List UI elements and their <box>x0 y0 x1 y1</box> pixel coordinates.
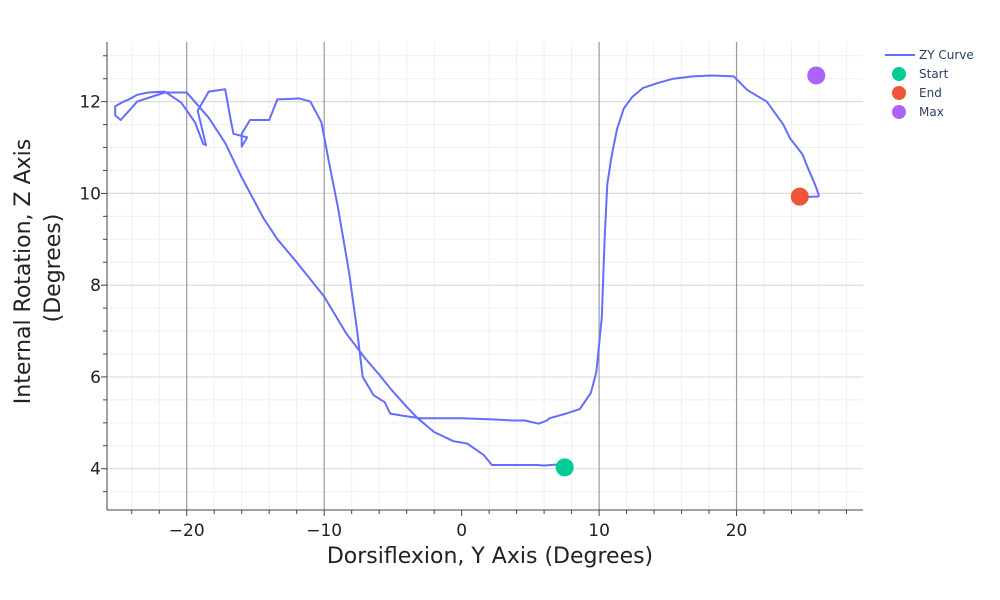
legend-start-swatch <box>892 67 906 81</box>
tick-labels: −20 −10 0 10 20 4 6 8 10 12 <box>79 93 747 541</box>
legend-label-zy-curve: ZY Curve <box>919 48 974 62</box>
legend-label-max: Max <box>919 105 944 119</box>
legend-end-swatch <box>892 86 906 100</box>
legend-max-swatch <box>892 105 906 119</box>
y-tick-label: 4 <box>90 460 101 480</box>
legend-label-start: Start <box>919 67 949 81</box>
plot-area <box>114 66 826 477</box>
x-tick-label: −10 <box>306 521 342 541</box>
x-tick-label: 20 <box>726 521 748 541</box>
legend: ZY Curve Start End Max <box>885 48 974 119</box>
x-tick-label: −20 <box>169 521 205 541</box>
legend-item-max[interactable]: Max <box>892 105 944 119</box>
y-axis-title-line-2: (Degrees) <box>41 214 66 323</box>
y-tick-label: 12 <box>79 93 101 113</box>
legend-item-start[interactable]: Start <box>892 67 949 81</box>
marker-max[interactable] <box>807 66 826 85</box>
legend-label-end: End <box>919 86 942 100</box>
y-tick-label: 10 <box>79 184 101 204</box>
x-tick-label: 0 <box>456 521 467 541</box>
y-axis-title-line-1: Internal Rotation, Z Axis <box>11 139 36 404</box>
series-line-zy-curve[interactable] <box>114 74 820 467</box>
axes <box>101 42 863 516</box>
x-tick-label: 10 <box>588 521 610 541</box>
x-axis-title: Dorsiflexion, Y Axis (Degrees) <box>327 544 653 569</box>
grid-lines <box>107 42 863 510</box>
y-axis-title: Internal Rotation, Z Axis (Degrees) <box>11 132 66 404</box>
y-tick-label: 8 <box>90 276 101 296</box>
legend-item-zy-curve[interactable]: ZY Curve <box>885 48 974 62</box>
marker-end[interactable] <box>790 187 809 206</box>
y-tick-label: 6 <box>90 368 101 388</box>
marker-start[interactable] <box>555 458 574 477</box>
legend-item-end[interactable]: End <box>892 86 942 100</box>
